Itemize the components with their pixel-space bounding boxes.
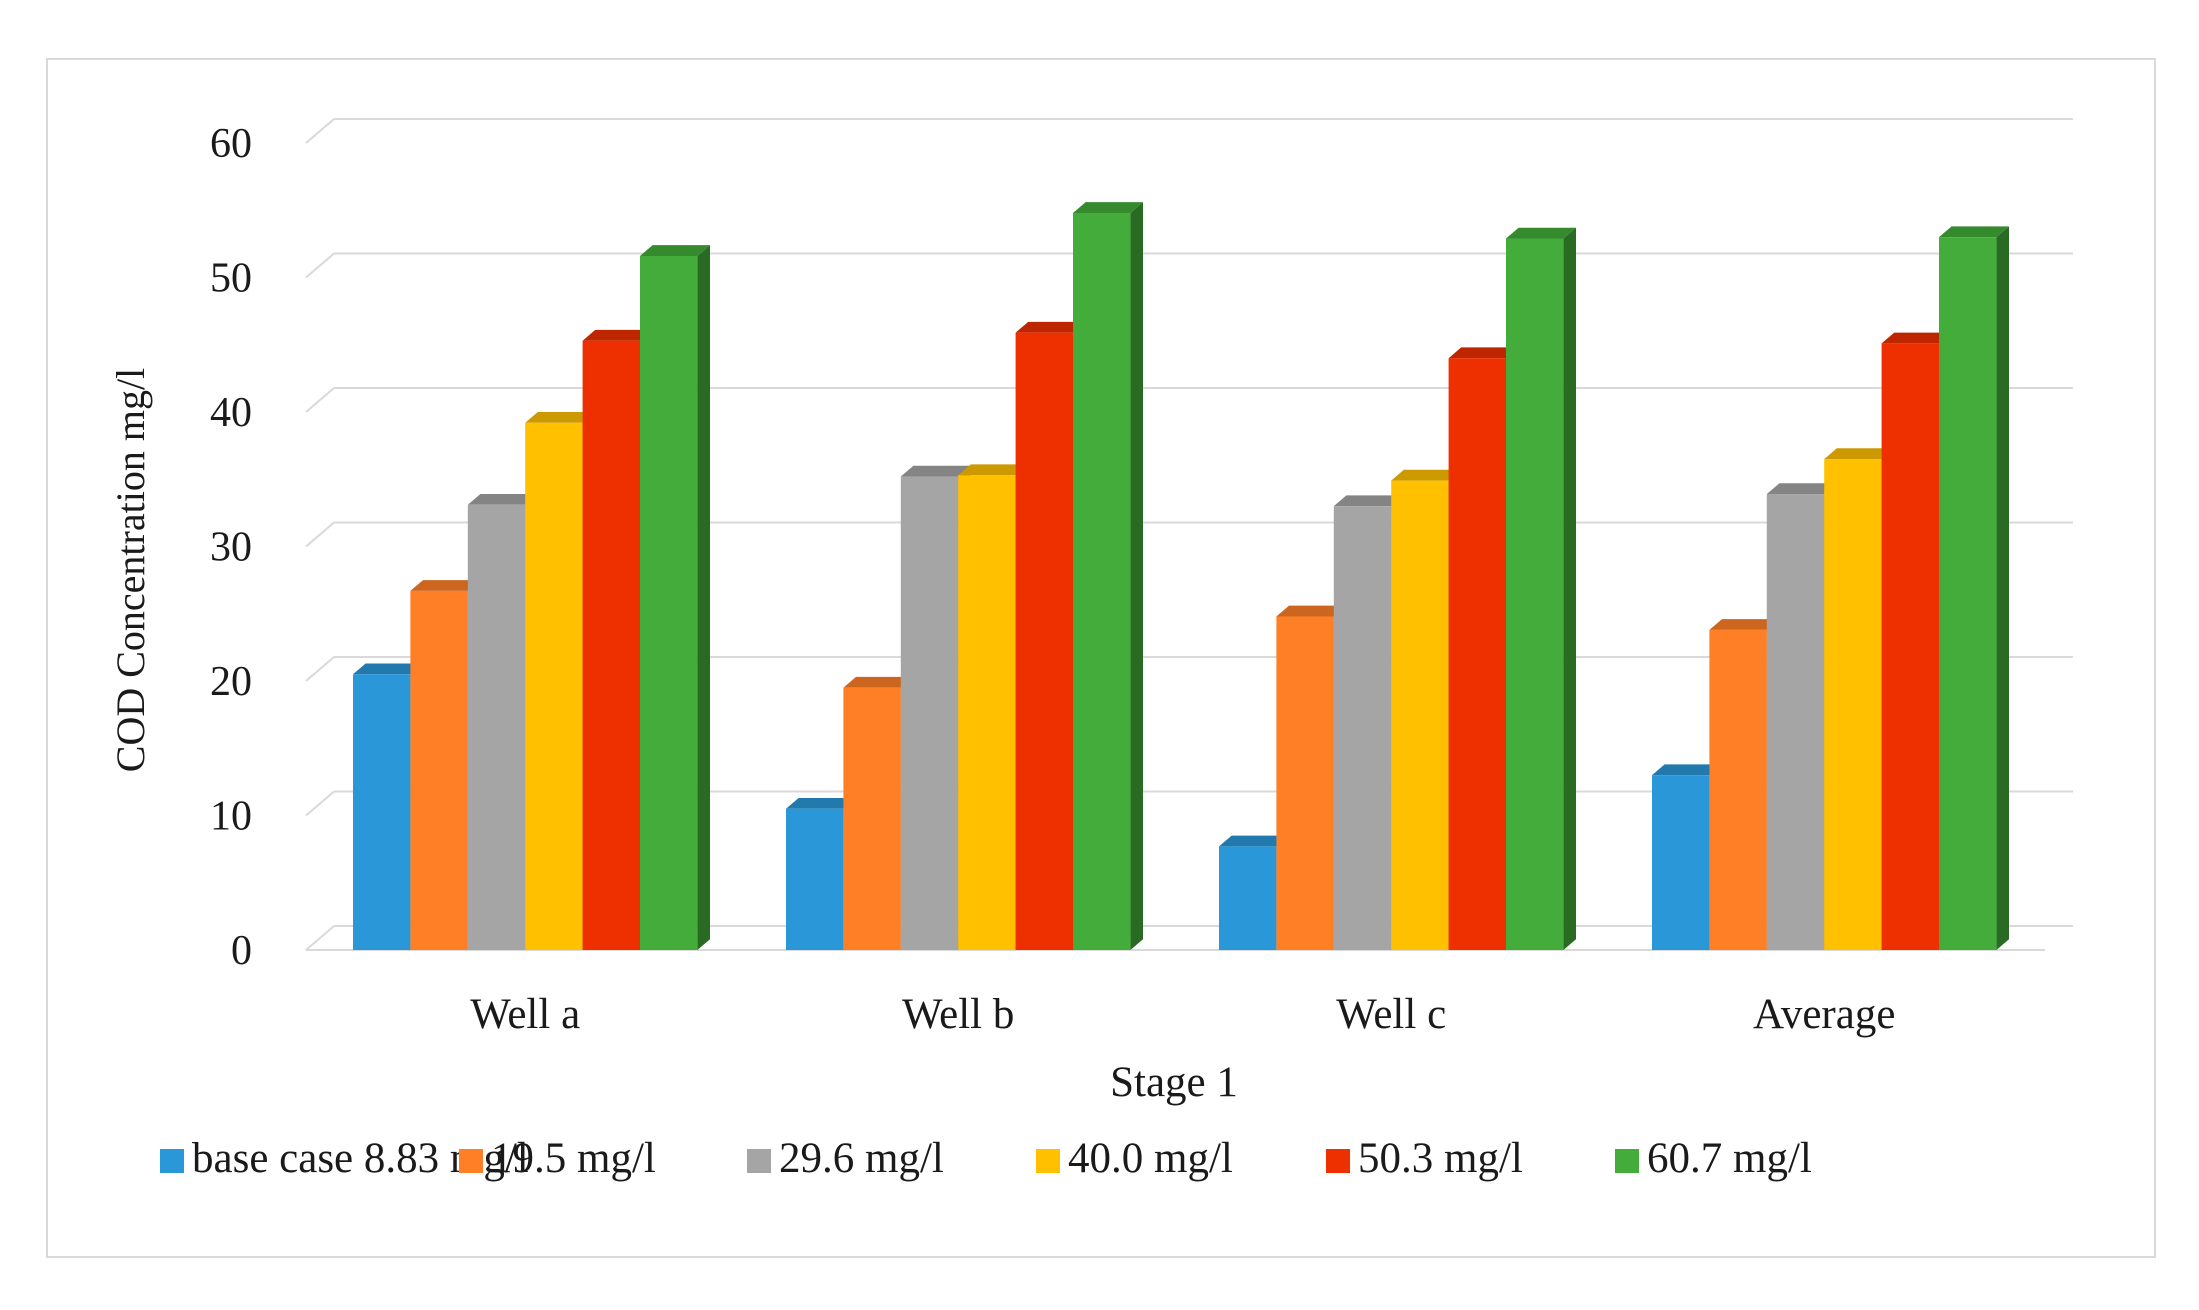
bar-front bbox=[1448, 358, 1506, 950]
bar-side bbox=[1130, 202, 1143, 950]
bar-front bbox=[1391, 480, 1449, 950]
legend-item: 60.7 mg/l bbox=[1615, 1135, 1812, 1182]
bar-front bbox=[467, 504, 526, 950]
bar-front bbox=[640, 255, 698, 951]
legend-swatch bbox=[1036, 1149, 1060, 1173]
bar-top bbox=[353, 663, 423, 675]
bar-front bbox=[1219, 846, 1277, 950]
bar-top bbox=[1333, 495, 1404, 507]
bar-top bbox=[900, 465, 971, 477]
bar bbox=[1073, 202, 1143, 950]
y-tick-label: 10 bbox=[210, 794, 252, 840]
bar-front bbox=[1939, 237, 1997, 950]
bar-top bbox=[1766, 483, 1837, 495]
legend-swatch bbox=[459, 1149, 483, 1173]
bar-top bbox=[1219, 835, 1289, 847]
y-tick-label: 60 bbox=[210, 121, 252, 167]
gridline-depth bbox=[305, 387, 335, 413]
bar-side bbox=[697, 245, 710, 950]
legend-item: 19.5 mg/l bbox=[459, 1135, 656, 1182]
bar bbox=[1939, 226, 2009, 951]
bar-front bbox=[1073, 212, 1131, 950]
bar-top bbox=[1652, 764, 1722, 776]
bar-front bbox=[1506, 238, 1564, 950]
bar-front bbox=[353, 674, 411, 950]
bar-front bbox=[1276, 616, 1334, 950]
x-axis-title: Stage 1 bbox=[1110, 1059, 1238, 1106]
legend-item: 40.0 mg/l bbox=[1036, 1135, 1233, 1182]
bar-front bbox=[1652, 775, 1710, 950]
legend-swatch bbox=[747, 1149, 771, 1173]
bar-front bbox=[1015, 332, 1073, 950]
y-tick-label: 30 bbox=[210, 525, 252, 571]
bar-front bbox=[1881, 343, 1939, 950]
x-tick-label: Well b bbox=[902, 991, 1014, 1038]
bar-side bbox=[1563, 227, 1576, 950]
bar-top bbox=[640, 245, 710, 256]
legend-swatch bbox=[160, 1149, 184, 1173]
bar-top bbox=[1824, 448, 1895, 460]
bars bbox=[353, 202, 2009, 951]
y-tick-label: 40 bbox=[210, 390, 252, 436]
bar-front bbox=[1333, 506, 1392, 950]
bar-top bbox=[1881, 332, 1952, 344]
gridline-depth bbox=[305, 252, 335, 279]
gridline-depth bbox=[305, 118, 335, 144]
x-tick-label: Well a bbox=[470, 991, 580, 1038]
legend-label: 50.3 mg/l bbox=[1358, 1135, 1523, 1182]
bar-top bbox=[410, 580, 481, 591]
gridline-depth bbox=[305, 521, 335, 548]
legend-label: 29.6 mg/l bbox=[779, 1135, 944, 1182]
legend-swatch bbox=[1326, 1149, 1350, 1173]
bar-top bbox=[467, 494, 538, 505]
y-tick-label: 50 bbox=[210, 256, 252, 302]
bar-top bbox=[1709, 619, 1780, 630]
legend: base case 8.83 mg/l19.5 mg/l 29.6 mg/l 40.… bbox=[160, 1135, 1812, 1182]
bar-front bbox=[525, 422, 583, 950]
y-tick-labels: 0 10 20 30 40 50 60 bbox=[210, 121, 252, 974]
bar-top bbox=[843, 676, 914, 688]
bar-front bbox=[900, 476, 959, 950]
bar-front bbox=[410, 590, 468, 950]
legend-item: 29.6 mg/l bbox=[747, 1135, 944, 1182]
bar-top bbox=[1391, 469, 1462, 481]
bar-top bbox=[582, 329, 653, 341]
bar-top bbox=[1276, 605, 1347, 617]
legend-swatch bbox=[1615, 1149, 1639, 1173]
bar-front bbox=[582, 340, 640, 951]
gridline-depth bbox=[305, 656, 335, 682]
x-tick-label: Well c bbox=[1336, 991, 1446, 1038]
bar-side bbox=[1996, 226, 2009, 951]
x-tick-label: Average bbox=[1753, 991, 1895, 1038]
bar-top bbox=[525, 411, 596, 423]
bar-front bbox=[1766, 494, 1825, 950]
y-tick-label: 20 bbox=[210, 659, 252, 705]
bar-top bbox=[958, 464, 1029, 476]
x-tick-labels: Well a Well b Well c Average bbox=[470, 991, 1895, 1038]
bar-front bbox=[1824, 459, 1882, 950]
y-tick-label: 0 bbox=[231, 928, 252, 974]
bar-top bbox=[1939, 226, 2009, 238]
bar-top bbox=[1506, 227, 1576, 239]
gridline-depth bbox=[305, 790, 335, 817]
legend-label: 19.5 mg/l bbox=[491, 1135, 656, 1182]
gridline-depth bbox=[305, 925, 335, 951]
chart-frame: 0 10 20 30 40 50 60 Well a Well b Well c Average … bbox=[46, 58, 2156, 1258]
bar-top bbox=[1073, 202, 1143, 213]
bar bbox=[640, 245, 710, 951]
bar-top bbox=[786, 797, 856, 809]
bar-front bbox=[1709, 629, 1767, 950]
bar-top bbox=[1448, 347, 1519, 359]
legend-item: 50.3 mg/l bbox=[1326, 1135, 1523, 1182]
bar-front bbox=[843, 687, 901, 950]
bar-front bbox=[958, 475, 1016, 950]
legend-label: 60.7 mg/l bbox=[1647, 1135, 1812, 1182]
bar-front bbox=[786, 808, 844, 950]
bar-top bbox=[1015, 321, 1086, 333]
bar bbox=[1506, 227, 1576, 950]
y-axis-title: COD Concentration mg/l bbox=[108, 368, 153, 772]
legend-label: 40.0 mg/l bbox=[1068, 1135, 1233, 1182]
